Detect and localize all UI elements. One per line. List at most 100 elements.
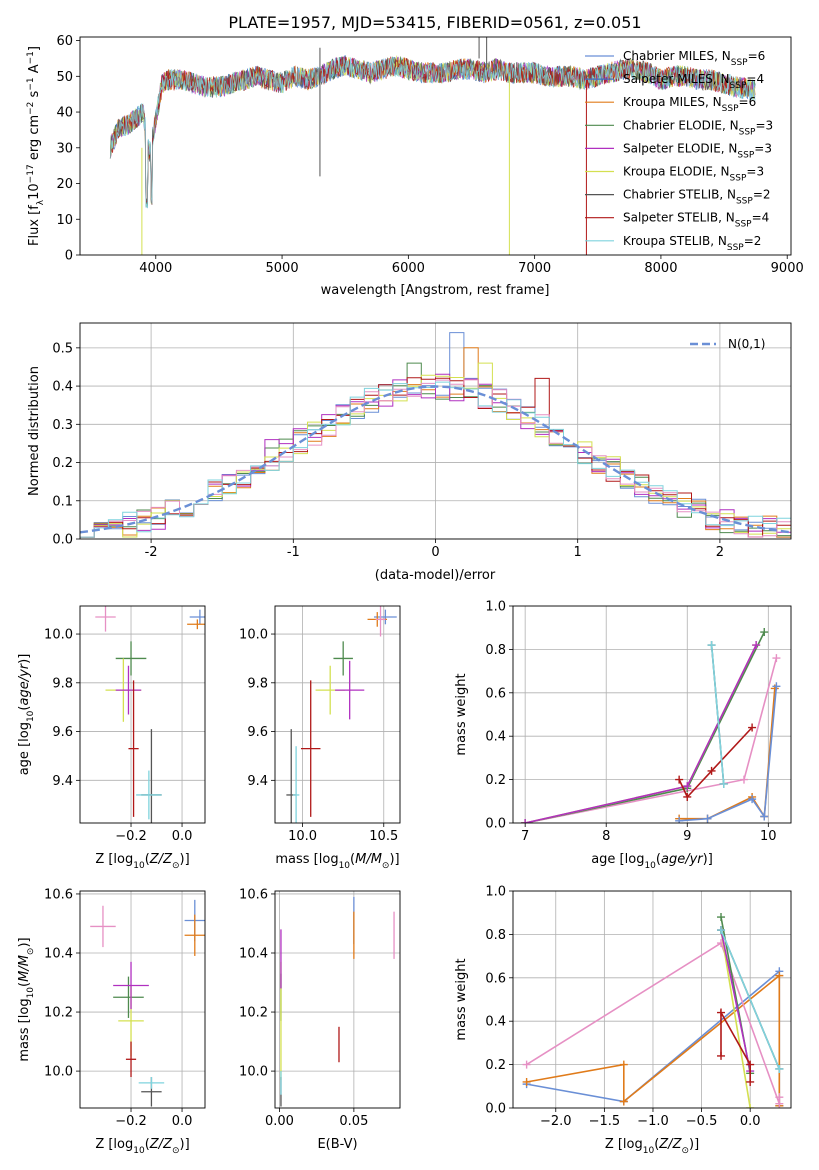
label-part: SSP bbox=[737, 150, 754, 160]
weight-marker bbox=[760, 628, 769, 637]
y-tick-label: 0.4 bbox=[485, 1015, 506, 1030]
y-tick-label: 1.0 bbox=[485, 885, 506, 900]
label-part: ⊙ bbox=[172, 861, 180, 871]
label-part: 10 bbox=[339, 861, 351, 871]
label-part: ⊙ bbox=[26, 948, 36, 956]
label-part: Z [log bbox=[95, 852, 133, 867]
legend-label: Chabrier MILES, NSSP=6 bbox=[623, 49, 765, 68]
y-tick-label: 0.6 bbox=[485, 971, 506, 986]
label-part: 10 bbox=[27, 183, 42, 200]
legend-label: Kroupa MILES, NSSP=6 bbox=[623, 95, 756, 114]
x-tick-label: 5000 bbox=[266, 261, 299, 276]
label-part: ( bbox=[145, 1137, 150, 1152]
x-tick-label: -2 bbox=[145, 545, 158, 560]
label-part: SSP bbox=[730, 81, 747, 91]
y-tick-label: 10.0 bbox=[239, 628, 268, 643]
label-part: E(B-V) bbox=[317, 1137, 357, 1152]
y-tick-label: 10.4 bbox=[239, 947, 268, 962]
x-tick-label: 0.0 bbox=[172, 1114, 193, 1129]
y-tick-label: 0.0 bbox=[485, 817, 506, 832]
label-part: Flux [f bbox=[27, 205, 42, 246]
x-axis-label: wavelength [Angstrom, rest frame] bbox=[321, 283, 550, 298]
y-tick-label: 0.8 bbox=[485, 928, 506, 943]
weight-line bbox=[525, 631, 766, 823]
label-part: Chabrier MILES, N bbox=[623, 49, 731, 63]
label-part: ( bbox=[350, 852, 355, 867]
y-tick-label: 10.6 bbox=[239, 887, 268, 902]
y-tick-label: 0.8 bbox=[485, 643, 506, 658]
histogram-step bbox=[80, 381, 791, 538]
x-tick-label: 10 bbox=[760, 829, 777, 844]
y-axis-label: Normed distribution bbox=[27, 366, 42, 496]
y-tick-label: 0.4 bbox=[485, 730, 506, 745]
label-part: age [log bbox=[17, 722, 32, 775]
x-axis-label: Z [log10(Z/Z⊙)] bbox=[95, 852, 189, 871]
label-part: M/M bbox=[17, 955, 32, 982]
label-part: ⊙ bbox=[681, 1146, 689, 1156]
label-part: 10 bbox=[26, 710, 36, 722]
label-part: )] bbox=[17, 654, 32, 664]
x-tick-label: 4000 bbox=[139, 261, 172, 276]
x-tick-label: 0.0 bbox=[172, 829, 193, 844]
y-axis-label: age [log10(age/yr)] bbox=[17, 654, 36, 776]
massweight-vs-age-axes: 7 8 9 10 0.0 0.2 0.4 0.6 0.8 1.0 bbox=[485, 600, 792, 844]
weight-line bbox=[720, 929, 751, 1108]
label-part: −17 bbox=[26, 164, 36, 183]
label-part: 10 bbox=[133, 861, 145, 871]
weight-marker bbox=[719, 779, 728, 788]
axes-frame bbox=[79, 605, 206, 824]
label-part: erg cm bbox=[27, 115, 42, 164]
weight-marker bbox=[746, 1060, 755, 1069]
weight-marker bbox=[619, 1097, 628, 1106]
label-part: )] bbox=[17, 937, 32, 947]
label-part: ] bbox=[27, 46, 42, 51]
x-tick-label: 8 bbox=[602, 829, 610, 844]
y-tick-label: 0.3 bbox=[52, 418, 73, 433]
label-part: ( bbox=[654, 1137, 659, 1152]
weight-marker bbox=[703, 814, 712, 823]
weight-marker bbox=[717, 1008, 726, 1017]
histogram-axes: -2 -1 0 1 2 0.0 0.1 0.2 0.3 0.4 0.5 N(0,1) bbox=[52, 322, 792, 560]
x-axis-label: mass [log10(M/M⊙)] bbox=[275, 852, 399, 871]
label-part: =6 bbox=[739, 95, 757, 109]
x-tick-label: 10.0 bbox=[288, 829, 317, 844]
label-part: age/yr bbox=[17, 662, 32, 705]
label-part: SSP bbox=[731, 58, 748, 68]
label-part: Kroupa STELIB, N bbox=[623, 234, 727, 248]
y-tick-label: 10.0 bbox=[44, 1065, 73, 1080]
weight-line bbox=[525, 644, 757, 823]
label-part: Chabrier STELIB, N bbox=[623, 188, 736, 202]
label-part: ( bbox=[656, 852, 661, 867]
y-tick-label: 0.4 bbox=[52, 380, 73, 395]
y-tick-label: 10.6 bbox=[44, 887, 73, 902]
x-axis-label: Z [log10(Z/Z⊙)] bbox=[95, 1137, 189, 1156]
weight-line bbox=[720, 929, 751, 1072]
label-part: Z/Z bbox=[149, 1137, 173, 1152]
spectrum-line bbox=[109, 56, 756, 209]
label-part: A bbox=[27, 64, 42, 77]
label-part: )] bbox=[180, 1137, 190, 1152]
y-tick-label: 10 bbox=[56, 213, 73, 228]
label-part: M/M bbox=[355, 852, 382, 867]
y-tick-label: 0.1 bbox=[52, 494, 73, 509]
y-tick-label: 40 bbox=[56, 106, 73, 121]
x-tick-label: 0.05 bbox=[339, 1114, 368, 1129]
x-tick-label: 0.00 bbox=[265, 1114, 294, 1129]
label-part: =3 bbox=[755, 118, 773, 132]
label-part: Z [log bbox=[95, 1137, 133, 1152]
weight-marker bbox=[746, 1104, 755, 1108]
label-part: =2 bbox=[744, 234, 762, 248]
label-part: −1 bbox=[26, 77, 36, 90]
label-part: =3 bbox=[746, 165, 764, 179]
spectrum-axes: 4000 5000 6000 7000 8000 9000 0 10 20 30 40 50 60 Cha… bbox=[56, 34, 803, 276]
weight-marker bbox=[717, 926, 726, 935]
label-part: λ bbox=[36, 199, 46, 205]
x-tick-label: -1 bbox=[287, 545, 300, 560]
y-axis-label: mass weight bbox=[454, 958, 469, 1040]
y-tick-label: 9.4 bbox=[52, 774, 73, 789]
age-vs-mass-axes: 10.0 10.5 9.4 9.6 9.8 10.0 bbox=[239, 605, 401, 844]
y-axis-label: mass [log10(M/M⊙)] bbox=[17, 937, 36, 1061]
y-tick-label: 0.2 bbox=[485, 773, 506, 788]
plot-area bbox=[109, 37, 756, 255]
y-tick-label: 0.0 bbox=[52, 533, 73, 548]
